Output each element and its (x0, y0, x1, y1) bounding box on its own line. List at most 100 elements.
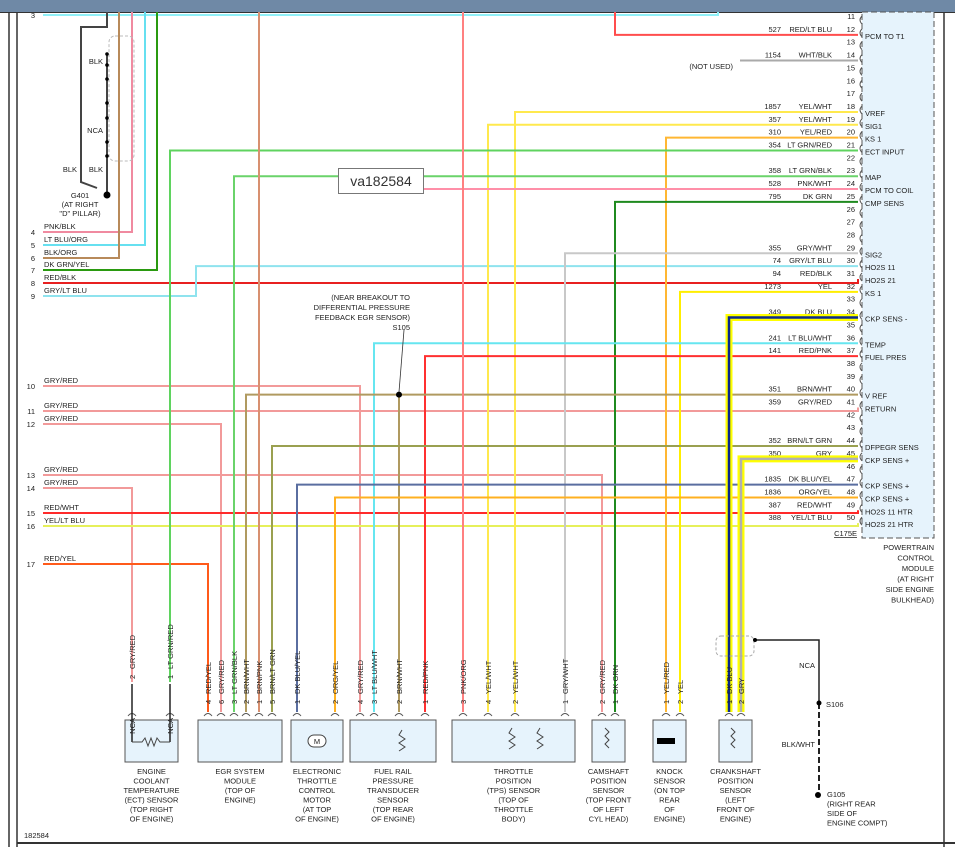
left-pin-number: 17 (27, 560, 35, 569)
motor-icon-label: M (314, 737, 320, 746)
pcm-pin-function: DFPEGR SENS (865, 443, 919, 452)
splice-s106-dot (816, 700, 822, 706)
component-ckp-name: FRONT OF (716, 805, 755, 814)
component-tps-name: (TOP OF (498, 796, 529, 805)
pcm-pin-number: 20 (847, 128, 855, 137)
component-tps-name: THROTTLE (494, 805, 534, 814)
pcm-pin-number: 14 (847, 51, 855, 60)
pcm-pin-number: 33 (847, 295, 855, 304)
component-cmp-name: CAMSHAFT (588, 767, 630, 776)
component-ks-name: SENSOR (654, 777, 686, 786)
component-pin-number: 2 (128, 675, 137, 679)
pcm-box (861, 11, 935, 539)
pcm-pin-terminal (859, 156, 863, 166)
wire (43, 12, 158, 271)
component-pin-number: 5 (268, 700, 277, 704)
wire (679, 290, 858, 712)
pcm-pin-terminal (859, 413, 863, 423)
component-pin-number: 2 (395, 700, 404, 704)
component-pin-color: BRN/WHT (395, 659, 404, 694)
wire (43, 523, 859, 527)
component-tps-box (451, 719, 576, 763)
component-pin-color: DK BLU (725, 667, 734, 694)
component-pin-color: DK BLU/YEL (293, 651, 302, 694)
component-pin-color: ORG/YEL (331, 661, 340, 694)
ckp-shield-breakout (715, 635, 755, 657)
splice-dot (105, 77, 109, 81)
component-pin-terminal (736, 713, 746, 717)
component-pin-terminal (229, 713, 239, 717)
splice-s105-note: DIFFERENTIAL PRESSURE (314, 303, 410, 312)
component-etc-name: CONTROL (299, 786, 336, 795)
ground-g105-icon (815, 792, 821, 798)
pcm-circuit-number: 241 (768, 333, 781, 342)
pcm-pin-terminal (859, 15, 863, 25)
pcm-wire-color: GRY/WHT (797, 243, 833, 252)
pcm-pin-terminal (859, 452, 863, 462)
pcm-pin-terminal (859, 208, 863, 218)
pcm-pin-terminal (859, 426, 863, 436)
component-cmp-name: SENSOR (593, 786, 625, 795)
component-pin-number: 1 (166, 675, 175, 679)
pcm-pin-terminal (859, 195, 863, 205)
component-pin-color: GRY/RED (217, 659, 226, 694)
splice-dot (105, 52, 109, 56)
pcm-pin-number: 31 (847, 269, 855, 278)
pcm-circuit-number: 795 (768, 192, 781, 201)
component-pin-color: YEL/WHT (484, 660, 493, 694)
pcm-pin-function: V REF (865, 392, 888, 401)
g105-label: SIDE OF (827, 809, 857, 818)
component-pin-color: BRN/LT GRN (268, 649, 277, 694)
pcm-pin-function: HO2S 11 HTR (865, 507, 913, 516)
pcm-pin-number: 44 (847, 436, 855, 445)
wire-ckp-minus (727, 316, 858, 712)
component-frp-name: (TOP REAR (373, 805, 414, 814)
pcm-wire-color: RED/BLK (800, 269, 832, 278)
component-ect-name: OF ENGINE) (130, 815, 174, 824)
component-pin-color: GRY/RED (356, 659, 365, 694)
pcm-pin-number: 26 (847, 205, 855, 214)
pcm-wire-color: BRN/WHT (797, 385, 832, 394)
left-wire-color: GRY/LT BLU (44, 286, 87, 295)
left-pin-number: 5 (31, 241, 35, 250)
pcm-circuit-number: 94 (773, 269, 781, 278)
component-pin-color: BRN/WHT (242, 659, 251, 694)
pcm-pin-terminal (859, 439, 863, 449)
component-tps-name: BODY) (502, 815, 526, 824)
component-pin-terminal (597, 713, 607, 717)
component-ect-name: (ECT) SENSOR (125, 796, 179, 805)
left-pin-number: 9 (31, 292, 35, 301)
g401-wire-label: NCA (87, 126, 103, 135)
component-pin-color: BRN/PNK (255, 661, 264, 694)
component-tps-name: (TPS) SENSOR (487, 786, 541, 795)
component-pin-color: GRY/RED (128, 634, 137, 669)
component-tps-name: POSITION (496, 777, 532, 786)
pcm-pin-terminal (859, 131, 863, 141)
component-ks-name: OF (664, 805, 675, 814)
component-etc-name: THROTTLE (297, 777, 337, 786)
pcm-pin-number: 27 (847, 218, 855, 227)
splice-s106-label: S106 (826, 700, 844, 709)
wire (665, 136, 858, 712)
pcm-name: CONTROL (897, 554, 934, 563)
pcm-pin-terminal (859, 41, 863, 51)
wire (564, 252, 858, 712)
pcm-pin-function: CMP SENS (865, 199, 904, 208)
coil-icon (604, 727, 610, 749)
pcm-wire-color: BRN/LT GRN (787, 436, 832, 445)
pcm-pin-number: 29 (847, 243, 855, 252)
pcm-pin-number: 39 (847, 372, 855, 381)
splice-dot (105, 116, 109, 120)
pcm-name: (AT RIGHT (897, 575, 934, 584)
left-wire-color: RED/BLK (44, 273, 76, 282)
pcm-pin-number: 21 (847, 141, 855, 150)
g401-label: (AT RIGHT (62, 200, 99, 209)
ground-g401-icon (103, 191, 111, 199)
component-pin-number: 4 (204, 700, 213, 704)
shield-breakout (108, 35, 135, 162)
pcm-pin-number: 47 (847, 475, 855, 484)
component-pin-color: YEL/RED (662, 661, 671, 694)
component-pin-number: 2 (331, 700, 340, 704)
splice-dot (105, 101, 109, 105)
left-wire-color: GRY/RED (44, 465, 79, 474)
